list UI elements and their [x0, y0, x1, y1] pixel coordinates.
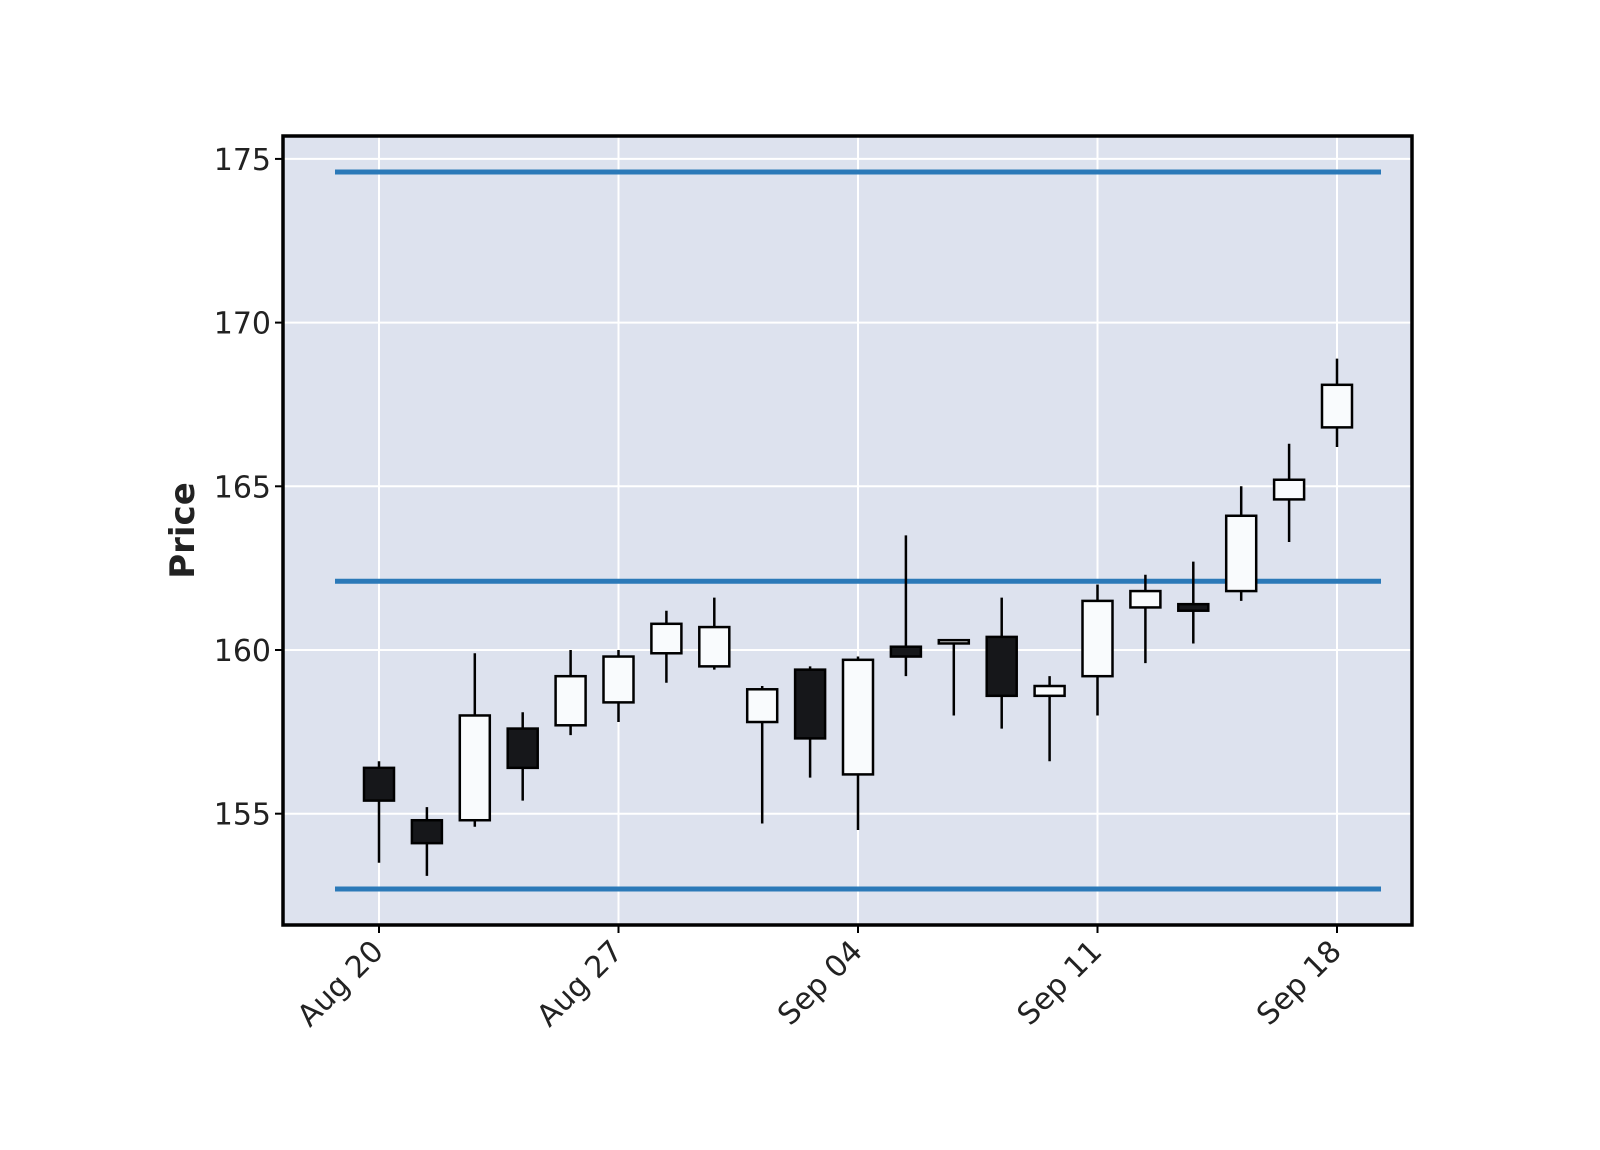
candle [745, 686, 779, 824]
candle [698, 597, 731, 670]
grid [283, 136, 1412, 925]
candle [602, 649, 635, 723]
candle [554, 649, 587, 736]
x-axis: Aug 20 Aug 27 Sep 04 Sep 11 Sep 18 [291, 925, 1349, 1034]
y-tick-label: 160 [214, 634, 271, 669]
candle [1177, 561, 1210, 644]
candles [362, 358, 1354, 876]
candle-body-up [698, 625, 731, 668]
candle-body-down [985, 635, 1018, 698]
candle-body-up [1224, 514, 1258, 593]
candle-body-up [841, 658, 875, 776]
x-tick-label: Sep 18 [1250, 934, 1348, 1032]
y-tick-label: 155 [214, 798, 271, 833]
candle-body-up [1081, 599, 1114, 678]
y-tick-label: 165 [214, 470, 271, 505]
candle-body-up [458, 714, 492, 822]
y-tick-label: 175 [214, 143, 271, 178]
candle-body-up [745, 688, 779, 724]
horizontal-lines [335, 169, 1381, 892]
candle-body-up [1272, 478, 1306, 501]
candle [410, 807, 444, 876]
candle [1129, 574, 1162, 664]
candle [1224, 486, 1258, 601]
y-axis: 155 160 165 170 175 [214, 143, 283, 833]
candle [1320, 358, 1354, 448]
x-tick-label: Sep 11 [1011, 934, 1109, 1032]
candle [1272, 443, 1306, 542]
candle [458, 653, 492, 827]
candle-body-down [506, 727, 539, 770]
candle-body-up [554, 674, 587, 727]
candle-body-down [362, 766, 396, 802]
candle [937, 638, 971, 716]
x-tick-label: Aug 20 [291, 934, 391, 1034]
candle-body-down [793, 668, 827, 740]
candle-body-up [1320, 383, 1354, 429]
candle [985, 597, 1018, 729]
candle [889, 535, 923, 677]
candle [1033, 676, 1066, 762]
candle [362, 761, 396, 863]
candle [841, 656, 875, 831]
candle-body-up [937, 638, 971, 645]
candle-body-up [602, 655, 635, 704]
candle-body-up [650, 622, 683, 655]
candle-body-down [410, 818, 444, 845]
x-tick-label: Sep 04 [771, 934, 869, 1032]
candle-body-down [1177, 602, 1210, 612]
candle-body-up [1033, 684, 1066, 698]
x-tick-label: Aug 27 [530, 934, 630, 1034]
plot-frame [281, 134, 1414, 927]
candle [793, 666, 827, 778]
candle [506, 712, 539, 801]
candle [1081, 584, 1114, 716]
candle-body-down [889, 645, 923, 658]
candle-body-up [1129, 589, 1162, 609]
candle [650, 610, 683, 683]
y-axis-title: Price [163, 482, 203, 579]
y-tick-label: 170 [214, 307, 271, 342]
